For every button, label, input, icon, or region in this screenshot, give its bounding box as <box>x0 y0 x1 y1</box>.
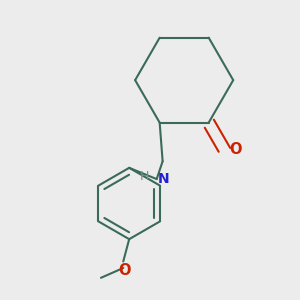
Text: H: H <box>140 170 149 183</box>
Text: O: O <box>118 263 131 278</box>
Text: O: O <box>230 142 242 157</box>
Text: N: N <box>158 172 170 186</box>
